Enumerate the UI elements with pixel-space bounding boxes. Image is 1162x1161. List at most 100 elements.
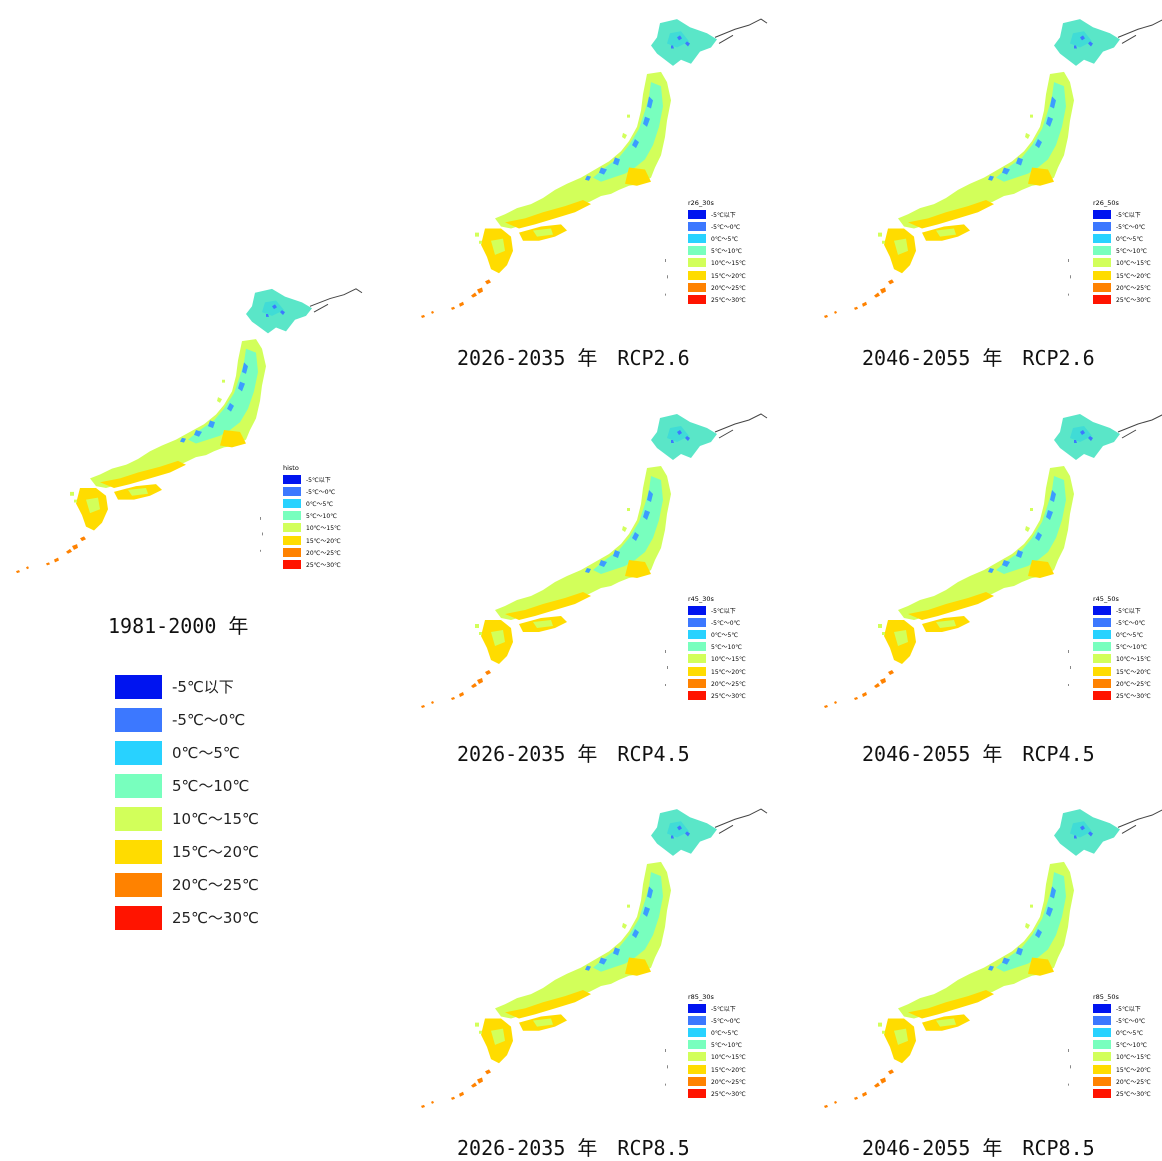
map-legend-label: -5℃以下 [711,1005,736,1013]
map-legend-swatch [1093,209,1111,219]
map-legend-swatch [1093,1040,1111,1050]
map-legend-swatch [688,1027,706,1037]
legend-row: 20℃～25℃ [115,873,259,906]
map-caption: 2046-2055 年 RCP4.5 [862,742,1095,766]
map-legend-row: 20℃～25℃ [1093,677,1151,689]
map-legend-title: r26_50s [1093,199,1119,207]
nansei-islands [854,1069,894,1100]
map-caption: 2046-2055 年 RCP8.5 [862,1136,1095,1160]
map-legend-label: 15℃～20℃ [711,272,746,280]
map-legend-title: r85_50s [1093,993,1119,1001]
map-legend-label: -5℃～0℃ [711,619,741,627]
map-legend-row: 15℃～20℃ [283,534,341,546]
map-legend-swatch [1093,282,1111,292]
legend-label: 0℃～5℃ [172,744,240,762]
map-legend-label: 15℃～20℃ [711,1066,746,1074]
nansei-islands [451,670,491,700]
map-legend-swatch [688,617,706,627]
map-legend-row: 0℃～5℃ [688,232,746,244]
map-legend-row: 0℃～5℃ [1093,232,1151,244]
map-legend-swatch [688,1003,706,1013]
map-legend-row: -5℃以下 [1093,604,1151,616]
map-legend-label: 25℃～30℃ [711,296,746,304]
legend-row: 15℃～20℃ [115,840,259,873]
map-legend-label: 20℃～25℃ [711,680,746,688]
map-legend-label: 15℃～20℃ [711,668,746,676]
map-legend-row: 0℃～5℃ [283,497,341,509]
map-legend-swatch [1093,654,1111,664]
map-legend-row: -5℃以下 [1093,208,1151,220]
map-legend: r85_30s -5℃以下 -5℃～0℃ 0℃～5℃ 5℃～10℃ 10℃～15℃ 15℃～… [688,993,746,1100]
map-legend-swatch [1093,690,1111,700]
map-legend-row: 0℃～5℃ [688,1026,746,1038]
legend-swatch [115,906,162,930]
map-legend-label: -5℃以下 [711,607,736,615]
map-legend-label: -5℃～0℃ [1116,619,1146,627]
map-legend-swatch [688,678,706,688]
map-legend-swatch [688,1015,706,1025]
legend-label: 20℃～25℃ [172,876,259,894]
map-legend-swatch [688,1064,706,1074]
map-legend-swatch [1093,1088,1111,1098]
map-legend-row: 20℃～25℃ [688,1075,746,1087]
map-legend-swatch [688,294,706,304]
map-legend-swatch [688,233,706,243]
map-legend-row: 5℃～10℃ [1093,1039,1151,1051]
japan-map [421,413,768,708]
map-legend-label: 25℃～30℃ [306,561,341,569]
map-legend-label: 25℃～30℃ [1116,296,1151,304]
map-legend-row: -5℃以下 [688,1002,746,1014]
map-legend-row: 10℃～15℃ [688,1051,746,1063]
map-legend-swatch [688,629,706,639]
nansei-islands [451,1069,491,1100]
map-legend-row: -5℃～0℃ [688,220,746,232]
legend-swatch [115,873,162,897]
map-legend-label: 15℃～20℃ [1116,1066,1151,1074]
map-legend-swatch [1093,1064,1111,1074]
map-legend-swatch [1093,1027,1111,1037]
map-legend-label: 0℃～5℃ [711,631,739,639]
nansei-islands [854,279,894,310]
map-legend-label: 0℃～5℃ [1116,1029,1144,1037]
map-legend-label: 20℃～25℃ [1116,680,1151,688]
map-legend-label: 20℃～25℃ [711,1078,746,1086]
map-panel-histo [10,285,365,575]
map-panel-r45_50s [818,410,1162,710]
map-legend-row: 5℃～10℃ [688,245,746,257]
map-legend-swatch [1093,246,1111,256]
nansei-islands [451,279,491,310]
map-legend-swatch [283,559,301,569]
map-legend-row: -5℃～0℃ [688,616,746,628]
kuril-islands [1117,809,1162,834]
legend-label: 5℃～10℃ [172,777,250,795]
map-legend-swatch [688,209,706,219]
map-legend-row: 20℃～25℃ [1093,1075,1151,1087]
map-panel-r26_50s [818,15,1162,320]
map-legend: r26_50s -5℃以下 -5℃～0℃ 0℃～5℃ 5℃～10℃ 10℃～15℃ 15℃～… [1093,199,1151,306]
map-legend-label: 0℃～5℃ [306,500,334,508]
map-legend-label: -5℃～0℃ [1116,223,1146,231]
legend-row: 10℃～15℃ [115,807,259,840]
map-legend-row: 15℃～20℃ [688,1063,746,1075]
map-legend-label: 5℃～10℃ [711,644,742,652]
map-legend-swatch [688,1052,706,1062]
map-legend-swatch [688,1040,706,1050]
legend-swatch [115,675,162,699]
map-legend-label: 0℃～5℃ [1116,235,1144,243]
map-legend-row: 15℃～20℃ [688,269,746,281]
map-legend-row: 20℃～25℃ [688,281,746,293]
map-legend-swatch [1093,617,1111,627]
legend-row: 25℃～30℃ [115,906,259,939]
map-legend-row: 20℃～25℃ [688,677,746,689]
map-legend-swatch [1093,270,1111,280]
map-legend-row: 5℃～10℃ [688,1039,746,1051]
map-legend-row: 15℃～20℃ [1093,269,1151,281]
map-legend-label: -5℃以下 [711,211,736,219]
legend-swatch [115,708,162,732]
map-legend-swatch [688,605,706,615]
map-legend-label: 25℃～30℃ [1116,1090,1151,1098]
map-legend: histo -5℃以下 -5℃～0℃ 0℃～5℃ 5℃～10℃ 10℃～15℃ 15℃～20… [283,464,341,571]
map-legend-label: 20℃～25℃ [711,284,746,292]
map-legend-row: 25℃～30℃ [688,293,746,305]
map-panel-r85_30s [415,805,770,1110]
